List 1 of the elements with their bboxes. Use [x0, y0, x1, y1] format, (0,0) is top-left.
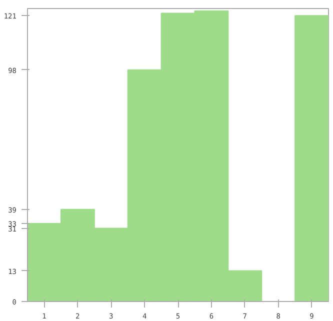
bar	[294, 15, 328, 302]
